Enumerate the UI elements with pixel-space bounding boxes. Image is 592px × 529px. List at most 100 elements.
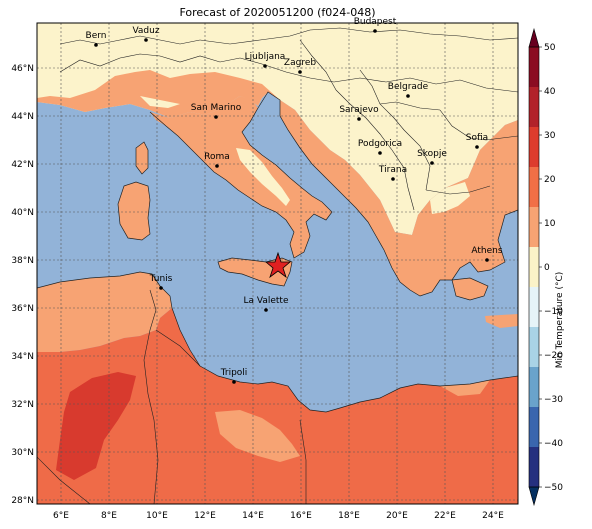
lat-tick-label: 38°N [11,256,34,266]
city-dot [215,164,219,168]
lon-tick-label: 10°E [146,511,168,521]
city-dot [357,117,361,121]
city-label: Budapest [354,17,397,27]
colorbar-label: Min Temperature (°C) [555,271,565,369]
corsica [136,142,148,174]
city-dot [263,64,267,68]
lon-tick-label: 24°E [482,511,504,521]
lat-tick-label: 36°N [11,304,34,314]
city-label: Tirana [378,165,407,175]
colorbar-tick-label: 10 [544,219,556,229]
city-label: Tripoli [220,368,248,378]
colorbar-band [529,367,539,408]
coastlines [37,91,518,413]
italy-interior-cool [236,148,290,206]
colorbar-tick-label: −20 [544,351,563,361]
city-dot [430,161,434,165]
city-label: Sofia [466,133,488,143]
lat-tick-label: 28°N [11,496,34,506]
lon-tick-label: 18°E [338,511,360,521]
colorbar-tick-label: 40 [544,87,556,97]
lon-tick-label: 8°E [101,511,117,521]
colorbar-tick-label: −40 [544,439,563,449]
longitude-tick-labels: 6°E 8°E 10°E 12°E 14°E 16°E 18°E 20°E 22°E 24°E [53,511,504,521]
lon-tick-label: 16°E [290,511,312,521]
italy-peninsula [150,96,332,258]
po-valley-cool [140,96,180,108]
city-label: Tunis [149,274,173,284]
city-label: Sarajevo [339,105,379,115]
libya-warm-patch [215,410,300,462]
lat-tick-label: 32°N [11,400,34,410]
city-dot [94,43,98,47]
city-label: Bern [86,31,107,41]
colorbar-band [529,127,539,168]
colorbar-band [529,87,539,128]
city-dot [391,177,395,181]
city-label: Skopje [417,149,447,159]
colorbar-extend-min [528,486,540,507]
colorbar-band [529,207,539,248]
lat-tick-label: 46°N [11,64,34,74]
lon-tick-label: 12°E [194,511,216,521]
city-dot [406,94,410,98]
sardinia [118,182,150,240]
city-dot [214,115,218,119]
colorbar-band [529,447,539,488]
cyrenaica-warm [440,380,490,396]
colorbar-band [529,47,539,88]
lat-tick-label: 42°N [11,160,34,170]
city-label: Athens [471,246,502,256]
city-dot [159,286,163,290]
lat-tick-label: 44°N [11,112,34,122]
lat-tick-label: 40°N [11,208,34,218]
lat-tick-label: 34°N [11,352,34,362]
north-africa-warm [37,272,172,352]
colorbar-tick-label: −10 [544,307,563,317]
colorbar-tick-label: 20 [544,175,556,185]
city-dot [378,151,382,155]
colorbar-tick-label: 0 [544,263,550,273]
city-label: San Marino [191,103,242,113]
colorbar-extend-max [528,27,540,48]
city-label: Zagreb [284,58,316,68]
city-dot [144,38,148,42]
map-title: Forecast of 2020051200 (f024-048) [179,6,376,19]
algeria-hottest [56,372,136,480]
colorbar-band [529,407,539,448]
greece-interior-cool [430,182,470,214]
city-dot [373,29,377,33]
city-label: La Valette [244,296,289,306]
colorbar-tick-label: 50 [544,43,556,53]
city-label: Ljubljana [245,52,286,62]
city-label: Podgorica [358,139,402,149]
balkan-coast [280,100,518,296]
map-frame [36,22,519,505]
lon-tick-label: 20°E [386,511,408,521]
alpine-warm-band [37,70,280,118]
colorbar-band [529,327,539,368]
city-dot [475,145,479,149]
lon-tick-label: 22°E [434,511,456,521]
city-label: Belgrade [388,82,429,92]
colorbar-band [529,167,539,208]
lat-tick-label: 30°N [11,448,34,458]
peloponnese [452,278,488,300]
lon-tick-label: 6°E [53,511,69,521]
city-dot [485,258,489,262]
lon-tick-label: 14°E [242,511,264,521]
city-label: Roma [204,152,230,162]
colorbar-tick-label: −30 [544,395,563,405]
colorbar-tick-label: 30 [544,131,556,141]
colorbar: 50 40 30 20 10 0 −10 −20 −30 −40 −50 [528,27,563,507]
city-dot [298,70,302,74]
latitude-tick-labels: 46°N 44°N 42°N 40°N 38°N 36°N 34°N 32°N 30°N 28°N [11,64,34,506]
colorbar-band [529,287,539,328]
colorbar-band [529,247,539,288]
city-label: Vaduz [132,26,159,36]
city-dot [264,308,268,312]
forecast-location-star [264,251,292,279]
colorbar-tick-label: −50 [544,483,563,493]
